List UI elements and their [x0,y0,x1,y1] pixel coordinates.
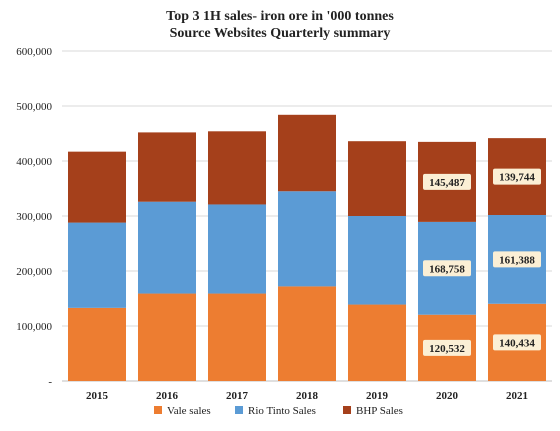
x-tick-label: 2020 [436,390,459,402]
data-label-box [493,168,541,185]
y-tick-label: 600,000 [16,46,52,58]
bar-segment [138,293,196,381]
data-label: 139,744 [493,168,541,185]
y-tick-label: 500,000 [16,101,52,113]
data-label-box [493,251,541,268]
data-label-box [423,173,471,190]
data-label-box [493,334,541,351]
bar-segment [68,222,126,308]
data-label: 161,388 [493,251,541,268]
y-tick-label: 400,000 [16,156,52,168]
bar-segment [208,131,266,205]
legend-label: Vale sales [167,405,211,417]
x-tick-label: 2018 [296,390,319,402]
data-label-text: 161,388 [499,254,535,266]
chart-title: Top 3 1H sales- iron ore in '000 tonnes [166,9,394,24]
y-tick-label: 100,000 [16,321,52,333]
bar-segment [348,141,406,216]
data-label-text: 139,744 [499,172,535,184]
y-tick-label: - [48,376,52,388]
x-tick-label: 2017 [226,390,249,402]
bar-segment [68,151,126,223]
legend-swatch [343,406,351,414]
bar-segment [68,307,126,381]
data-label-text: 145,487 [429,177,465,189]
data-label: 140,434 [493,334,541,351]
legend-swatch [235,406,243,414]
x-tick-label: 2016 [156,390,179,402]
legend-label: Rio Tinto Sales [248,405,316,417]
data-label-box [423,260,471,277]
y-tick-label: 300,000 [16,211,52,223]
x-tick-label: 2021 [506,390,528,402]
y-axis-ticks: - 100,000 200,000 300,000 400,000 500,000 600,… [16,46,52,388]
x-tick-label: 2019 [366,390,389,402]
bar-segment [208,204,266,294]
data-label: 145,487 [423,173,471,190]
data-label-text: 120,532 [429,343,465,355]
data-label-box [423,339,471,356]
bar-segment [208,293,266,381]
data-label-text: 168,758 [429,263,465,275]
bar-segment [348,304,406,381]
bar-segment [278,114,336,192]
x-tick-label: 2015 [86,390,109,402]
bar-segment [278,191,336,287]
chart-subtitle: Source Websites Quarterly summary [170,26,391,41]
bar-segment [138,201,196,294]
bar-segment [138,132,196,202]
bar-segment [278,286,336,381]
x-axis-labels: 2015 2016 2017 2018 2019 2020 2021 [86,390,528,402]
legend-swatch [154,406,162,414]
bar-segment [348,216,406,305]
legend-label: BHP Sales [356,405,403,417]
legend: Vale sales Rio Tinto Sales BHP Sales [154,405,403,417]
bars [68,114,546,381]
data-labels: 145,487 139,744 168,758 161,388 120,532 140,4… [423,168,541,356]
data-label: 168,758 [423,260,471,277]
data-label: 120,532 [423,339,471,356]
data-label-text: 140,434 [499,337,535,349]
y-tick-label: 200,000 [16,266,52,278]
